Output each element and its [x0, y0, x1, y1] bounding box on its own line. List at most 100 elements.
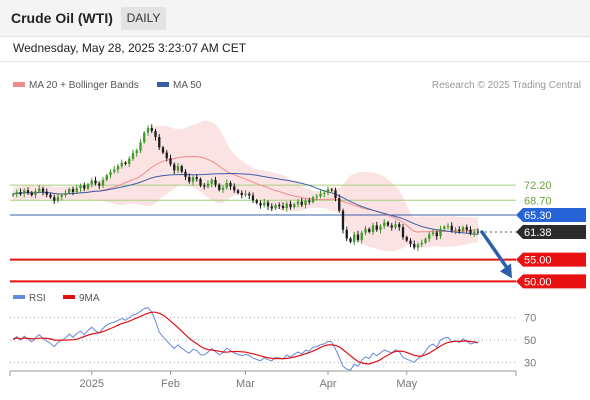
candle-body — [323, 192, 326, 194]
candle-body — [68, 189, 71, 193]
candle-body — [218, 184, 221, 190]
candle-body — [75, 188, 78, 193]
candle-body — [116, 166, 120, 170]
candle-body — [229, 182, 232, 187]
candle-body — [109, 171, 112, 176]
candle-body — [154, 130, 157, 138]
candle-body — [83, 185, 86, 189]
candle-body — [248, 193, 251, 196]
candle-body — [79, 185, 82, 189]
rsi-tick-label: 70 — [524, 313, 536, 325]
candle-body — [409, 240, 412, 245]
candle-body — [469, 229, 472, 234]
candle-body — [420, 242, 423, 245]
candle-body — [334, 190, 337, 199]
candle-body — [413, 244, 416, 248]
header-bar: Crude Oil (WTI) DAILY — [0, 0, 590, 37]
candle-body — [19, 192, 22, 194]
candle-body — [315, 196, 318, 198]
candle-body — [206, 183, 210, 187]
candle-body — [371, 225, 375, 232]
forecast-arrow-head — [500, 263, 512, 279]
candle-body — [353, 234, 356, 242]
candle-body — [180, 166, 183, 172]
candle-body — [188, 176, 191, 182]
candle-body — [465, 227, 468, 230]
candle-body — [278, 205, 281, 207]
candle-body — [345, 229, 348, 239]
candle-body — [173, 164, 176, 171]
candle-body — [113, 169, 116, 172]
candle-body — [285, 203, 288, 209]
forecast-arrow-shaft — [480, 230, 508, 269]
candle-body — [296, 201, 300, 205]
timeframe-button[interactable]: DAILY — [121, 7, 166, 30]
candle-body — [360, 232, 363, 241]
candle-body — [45, 191, 48, 195]
candle-body — [64, 192, 67, 196]
bollinger-band — [13, 120, 478, 252]
current-price-text: 61.38 — [524, 227, 552, 239]
legend-label-rsi: RSI — [29, 293, 46, 304]
candle-body — [251, 195, 255, 201]
candle-body — [379, 226, 382, 230]
candle-body — [165, 152, 168, 159]
candle-body — [143, 132, 146, 143]
divider — [0, 61, 590, 62]
candle-body — [169, 158, 172, 165]
candle-body — [454, 229, 457, 231]
legend-rsi: RSI — [13, 293, 46, 304]
level-label-green: 72.20 — [524, 180, 552, 192]
level-label-green: 68.70 — [524, 195, 552, 207]
time-axis: 2025 Feb Mar Apr May — [9, 370, 517, 390]
candle-body — [383, 222, 386, 227]
candle-body — [281, 205, 285, 209]
level-tag-red — [516, 252, 586, 267]
candle-body — [439, 228, 442, 237]
candle-body — [341, 210, 345, 230]
candle-body — [274, 205, 277, 209]
price-level-61.38: 61.38 — [480, 225, 586, 240]
price-level-65.30: 65.30 — [10, 208, 586, 223]
price-level-50.00: 50.00 — [10, 274, 586, 289]
candle-body — [199, 179, 202, 186]
candle-body — [161, 147, 165, 153]
candle-body — [30, 192, 33, 196]
candle-body — [319, 193, 322, 197]
rsi-line — [12, 307, 479, 371]
candle-body — [356, 234, 360, 241]
candle-body — [90, 180, 93, 185]
candle-body — [308, 200, 311, 203]
candle-body — [124, 162, 127, 164]
candle-body — [368, 228, 371, 232]
candle-body — [330, 189, 333, 191]
candle-body — [450, 225, 453, 231]
candle-body — [349, 238, 352, 242]
candle-body — [71, 189, 75, 193]
candle-body — [128, 158, 131, 164]
candle-body — [435, 232, 438, 237]
ma50-line — [12, 173, 479, 235]
candle-body — [94, 180, 97, 184]
candles — [11, 124, 480, 252]
candle-body — [146, 127, 150, 133]
candle-body — [158, 137, 161, 148]
level-tag-text-red: 55.00 — [524, 255, 552, 267]
candle-body — [364, 228, 367, 233]
candle-body — [386, 222, 390, 226]
candle-body — [431, 232, 435, 235]
candle-body — [293, 204, 296, 208]
candle-body — [135, 150, 138, 154]
legend-swatch-ma20 — [13, 81, 25, 87]
price-level-72.20: 72.20 — [10, 180, 552, 192]
candle-body — [233, 186, 236, 191]
candle-body — [34, 191, 37, 196]
candle-body — [15, 192, 18, 195]
level-tag-text-red: 50.00 — [524, 276, 552, 288]
legend-ma50: MA 50 — [157, 80, 201, 91]
rsi-tick-label: 30 — [524, 357, 536, 369]
candle-body — [56, 196, 60, 201]
candle-body — [446, 225, 450, 227]
